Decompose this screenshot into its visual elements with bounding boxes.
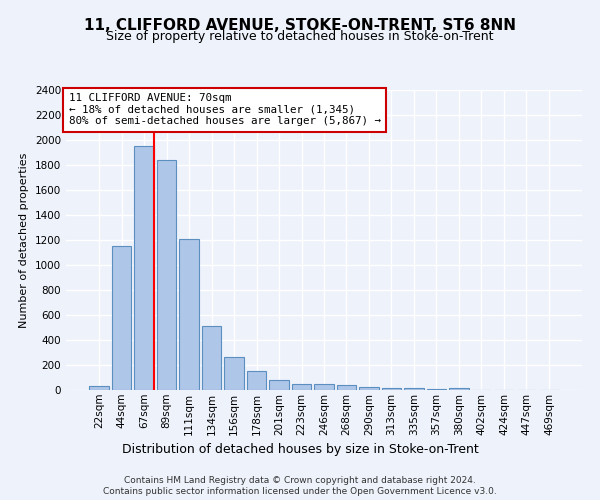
Bar [157,160,176,390]
Bar [179,239,199,390]
Bar [382,388,401,390]
Bar [449,388,469,390]
Bar [202,326,221,390]
Bar [292,384,311,390]
Text: Distribution of detached houses by size in Stoke-on-Trent: Distribution of detached houses by size … [122,442,478,456]
Bar [314,384,334,390]
Bar [269,380,289,390]
Y-axis label: Number of detached properties: Number of detached properties [19,152,29,328]
Bar [224,357,244,390]
Text: 11, CLIFFORD AVENUE, STOKE-ON-TRENT, ST6 8NN: 11, CLIFFORD AVENUE, STOKE-ON-TRENT, ST6… [84,18,516,32]
Text: Size of property relative to detached houses in Stoke-on-Trent: Size of property relative to detached ho… [106,30,494,43]
Bar [112,246,131,390]
Text: Contains HM Land Registry data © Crown copyright and database right 2024.: Contains HM Land Registry data © Crown c… [124,476,476,485]
Bar [89,386,109,390]
Bar [247,370,266,390]
Bar [404,388,424,390]
Bar [337,385,356,390]
Text: Contains public sector information licensed under the Open Government Licence v3: Contains public sector information licen… [103,487,497,496]
Bar [359,387,379,390]
Bar [134,146,154,390]
Text: 11 CLIFFORD AVENUE: 70sqm
← 18% of detached houses are smaller (1,345)
80% of se: 11 CLIFFORD AVENUE: 70sqm ← 18% of detac… [68,93,380,126]
